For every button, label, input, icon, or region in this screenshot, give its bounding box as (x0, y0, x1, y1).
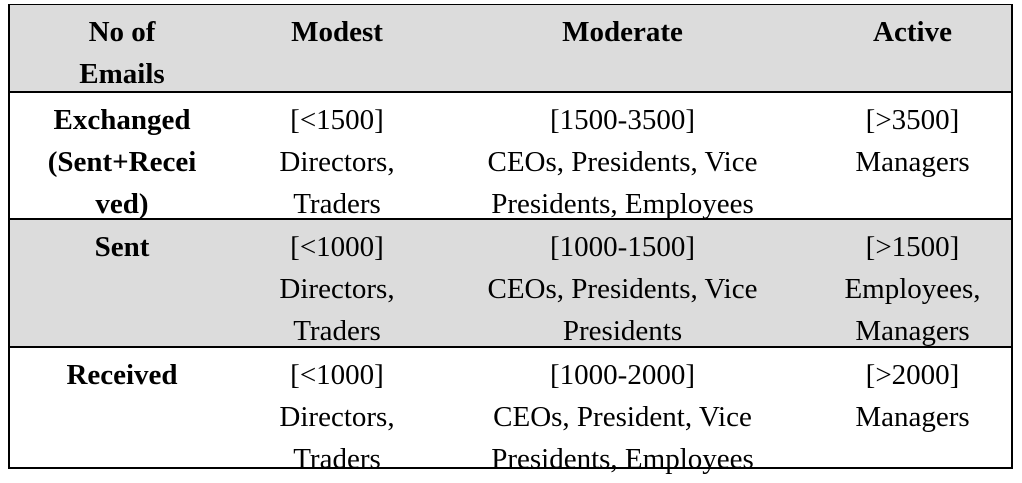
table-row-sent: Sent [<1000] Directors, Traders [1000-15… (10, 220, 1011, 348)
cell-text: CEOs, Presidents, Vice (487, 146, 758, 178)
active-cell: [>1500] Employees, Managers (820, 226, 1005, 352)
header-text: Emails (79, 58, 165, 90)
moderate-cell: [1000-2000] CEOs, President, Vice Presid… (450, 354, 795, 480)
cell-text: Directors, (279, 146, 395, 178)
row-label: Exchanged (Sent+Recei ved) (22, 99, 222, 225)
cell-text: Managers (855, 401, 970, 433)
cell-text: [<1000] (290, 359, 384, 391)
cell-text: Traders (293, 443, 381, 475)
cell-text: [1000-1500] (550, 231, 695, 263)
header-text: Active (873, 16, 952, 48)
table-row-received: Received [<1000] Directors, Traders [100… (10, 348, 1011, 475)
cell-text: Managers (855, 146, 970, 178)
cell-text: CEOs, President, Vice (493, 401, 752, 433)
row-label: Received (22, 354, 222, 396)
cell-text: Employees, (844, 273, 981, 305)
cell-text: Directors, (279, 401, 395, 433)
row-label-text: Sent (94, 231, 150, 263)
moderate-cell: [1500-3500] CEOs, Presidents, Vice Presi… (450, 99, 795, 225)
cell-text: [1500-3500] (550, 104, 695, 136)
modest-cell: [<1000] Directors, Traders (242, 226, 432, 352)
cell-text: CEOs, Presidents, Vice (487, 273, 758, 305)
cell-text: Traders (293, 188, 381, 220)
row-label-text: (Sent+Recei (47, 146, 197, 178)
header-moderate: Moderate (450, 11, 795, 53)
cell-text: [>2000] (865, 359, 960, 391)
row-label: Sent (22, 226, 222, 268)
header-text: Modest (291, 16, 383, 48)
cell-text: [1000-2000] (550, 359, 695, 391)
header-text: Moderate (562, 16, 683, 48)
header-modest: Modest (242, 11, 432, 53)
header-active: Active (820, 11, 1005, 53)
cell-text: Presidents, Employees (491, 188, 754, 220)
cell-text: Managers (855, 315, 970, 347)
header-text: No of (88, 16, 156, 48)
email-activity-table: No of Emails Modest Moderate Active Exch… (8, 5, 1013, 475)
cell-text: [>1500] (865, 231, 960, 263)
table-row-exchanged: Exchanged (Sent+Recei ved) [<1500] Direc… (10, 93, 1011, 220)
row-label-text: Exchanged (53, 104, 191, 136)
active-cell: [>2000] Managers (820, 354, 1005, 438)
modest-cell: [<1500] Directors, Traders (242, 99, 432, 225)
active-cell: [>3500] Managers (820, 99, 1005, 183)
cell-text: Directors, (279, 273, 395, 305)
modest-cell: [<1000] Directors, Traders (242, 354, 432, 480)
row-label-text: ved) (95, 188, 149, 220)
cell-text: Traders (293, 315, 381, 347)
cell-text: [<1000] (290, 231, 384, 263)
cell-text: Presidents, Employees (491, 443, 754, 475)
cell-text: Presidents (562, 315, 683, 347)
table-header-row: No of Emails Modest Moderate Active (10, 5, 1011, 93)
moderate-cell: [1000-1500] CEOs, Presidents, Vice Presi… (450, 226, 795, 352)
header-no-of-emails: No of Emails (22, 11, 222, 95)
cell-text: [<1500] (290, 104, 384, 136)
row-label-text: Received (66, 359, 178, 391)
cell-text: [>3500] (865, 104, 960, 136)
